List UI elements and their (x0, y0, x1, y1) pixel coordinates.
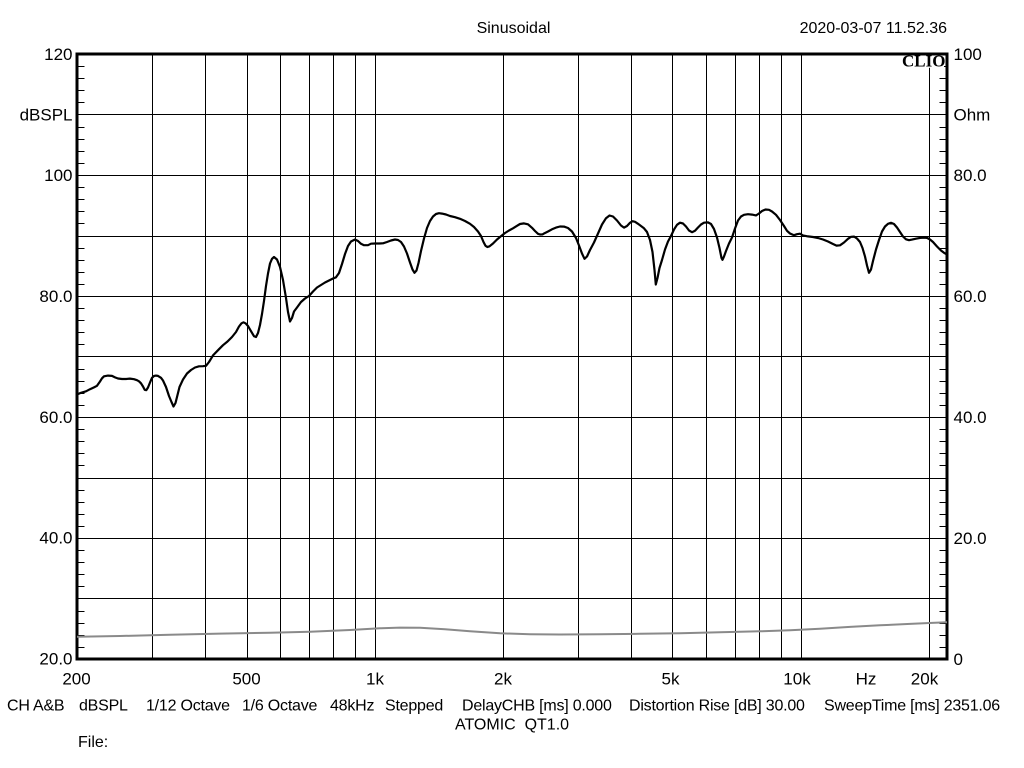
svg-text:500: 500 (232, 670, 260, 689)
svg-text:0: 0 (954, 650, 963, 669)
svg-text:5k: 5k (662, 670, 680, 689)
svg-text:DelayCHB [ms] 0.000: DelayCHB [ms] 0.000 (462, 698, 612, 715)
svg-text:60.0: 60.0 (39, 408, 72, 427)
svg-text:120: 120 (44, 45, 72, 64)
svg-text:1/12 Octave: 1/12 Octave (146, 698, 230, 715)
svg-text:ATOMIC QT1.0: ATOMIC QT1.0 (455, 717, 569, 734)
svg-text:48kHz: 48kHz (330, 698, 374, 715)
svg-text:File:: File: (78, 734, 108, 751)
svg-text:2020-03-07 11.52.36: 2020-03-07 11.52.36 (800, 20, 947, 37)
svg-text:80.0: 80.0 (39, 287, 72, 306)
svg-text:CH A&B: CH A&B (7, 698, 64, 715)
svg-text:20k: 20k (911, 670, 939, 689)
svg-text:20.0: 20.0 (954, 529, 987, 548)
svg-text:Stepped: Stepped (385, 698, 443, 715)
svg-text:60.0: 60.0 (954, 287, 987, 306)
svg-text:dBSPL: dBSPL (79, 698, 128, 715)
svg-text:Ohm: Ohm (954, 106, 991, 125)
svg-text:10k: 10k (783, 670, 811, 689)
svg-text:100: 100 (44, 166, 72, 185)
svg-text:SweepTime [ms] 2351.06: SweepTime [ms] 2351.06 (824, 698, 1000, 715)
svg-text:CLIO: CLIO (902, 52, 945, 71)
svg-text:1k: 1k (366, 670, 384, 689)
svg-text:40.0: 40.0 (954, 408, 987, 427)
svg-text:Hz: Hz (856, 670, 877, 689)
svg-text:80.0: 80.0 (954, 166, 987, 185)
svg-text:Sinusoidal: Sinusoidal (477, 20, 551, 37)
svg-text:2k: 2k (494, 670, 512, 689)
svg-text:Distortion Rise [dB] 30.00: Distortion Rise [dB] 30.00 (629, 698, 805, 715)
svg-text:100: 100 (954, 45, 982, 64)
svg-text:200: 200 (62, 670, 90, 689)
svg-text:1/6 Octave: 1/6 Octave (242, 698, 317, 715)
svg-text:40.0: 40.0 (39, 529, 72, 548)
svg-text:dBSPL: dBSPL (20, 106, 73, 125)
svg-text:20.0: 20.0 (39, 650, 72, 669)
